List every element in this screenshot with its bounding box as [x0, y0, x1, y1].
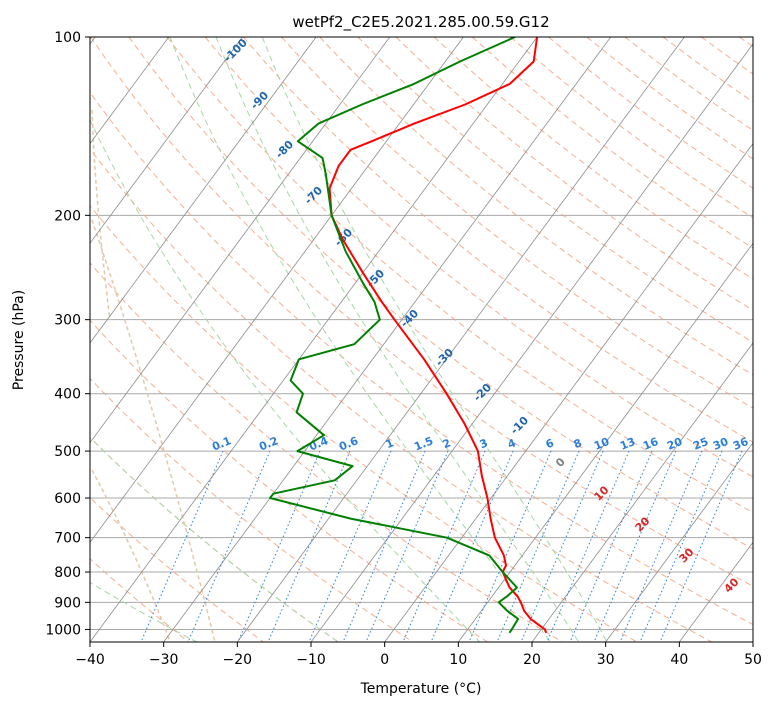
- isotherm-line: [90, 37, 538, 642]
- mixing-ratio-label: 2: [441, 436, 453, 451]
- isotherm-line: [458, 242, 753, 642]
- moist-adiabat-line: [90, 436, 339, 642]
- moist-adiabat-line: [261, 37, 608, 642]
- x-tick-label: −40: [75, 652, 105, 668]
- isotherm-line: [531, 342, 753, 642]
- mixing-ratio-line: [187, 450, 271, 642]
- reference-arcs: [91, 109, 216, 642]
- x-tick-label: −10: [296, 652, 326, 668]
- mixing-ratio-line: [546, 450, 630, 642]
- y-tick-label: 500: [54, 444, 81, 460]
- isotherm-line: [90, 37, 464, 543]
- chart-title: wetPf2_C2E5.2021.285.00.59.G12: [292, 13, 549, 32]
- dry-adiabat-line: [204, 37, 753, 478]
- x-tick-label: −30: [149, 652, 179, 668]
- y-tick-label: 600: [54, 491, 81, 507]
- isotherm-line: [163, 37, 612, 642]
- x-tick-label: 20: [523, 652, 541, 668]
- y-tick-label: 400: [54, 387, 81, 403]
- plot-frame: [89, 36, 754, 643]
- mixing-ratio-line: [659, 450, 743, 642]
- isotherm-line: [90, 37, 317, 344]
- mixing-ratio-line: [520, 450, 604, 642]
- reference-arc: [91, 469, 171, 642]
- isotherm-line: [90, 37, 391, 444]
- mixing-ratio-line: [267, 450, 351, 642]
- dry-adiabat-line: [90, 262, 563, 642]
- y-tick-label: 100: [54, 30, 81, 46]
- dry-adiabat-line: [90, 91, 753, 626]
- dry-adiabat-line: [90, 204, 638, 642]
- x-tick-label: 30: [597, 652, 615, 668]
- dry-adiabat-line: [395, 37, 753, 311]
- mixing-ratio-label: 13: [618, 435, 637, 453]
- reference-arc: [91, 109, 111, 321]
- y-tick-label: 300: [54, 313, 81, 329]
- x-tick-label: 10: [449, 652, 467, 668]
- reference-arc: [91, 219, 216, 642]
- dry-adiabat-line: [90, 496, 264, 642]
- mixing-ratio-label: 3: [478, 436, 490, 451]
- mixing-ratio-line: [140, 450, 224, 642]
- mixing-ratio-line: [569, 450, 653, 642]
- mixing-ratio-line: [496, 450, 580, 642]
- x-tick-label: −20: [223, 652, 253, 668]
- mixing-ratio-label: 30: [711, 435, 730, 453]
- mixing-ratio-label: 25: [691, 435, 710, 453]
- moist-adiabat-line: [215, 37, 580, 642]
- isotherm-line: [605, 441, 753, 642]
- mixing-ratio-label: 20: [665, 435, 684, 453]
- mixing-ratio-line: [237, 450, 321, 642]
- isotherm-line: [90, 37, 243, 244]
- axes: −40 −30 −20 −10 0 10 20 30 40 50 100 200 300 400 500 60…: [45, 30, 762, 668]
- mixing-ratio-label: 1: [384, 436, 396, 451]
- mixing-ratio-line: [342, 450, 426, 642]
- mixing-ratio-line: [593, 450, 677, 642]
- mixing-ratio-label: 8: [572, 436, 584, 451]
- temperature-profile-line: [328, 37, 548, 634]
- y-tick-label: 1000: [45, 622, 81, 638]
- dewpoint-profile-line: [269, 37, 520, 634]
- dry-adiabat-line: [90, 37, 753, 587]
- x-axis-label: Temperature (°C): [360, 681, 482, 697]
- mixing-ratio-line: [365, 450, 449, 642]
- x-tick-label: 50: [744, 652, 762, 668]
- mixing-ratio-line: [639, 450, 723, 642]
- profile-series: [269, 37, 548, 634]
- mixing-ratio-label: 10: [592, 435, 611, 453]
- isotherm-line: [237, 37, 685, 642]
- dry-adiabat-line: [90, 148, 712, 642]
- mixing-ratio-line: [430, 450, 514, 642]
- mixing-ratio-line: [402, 450, 486, 642]
- mixing-ratio-lines: [140, 450, 743, 642]
- mixing-ratio-label: 16: [641, 435, 660, 453]
- isotherm-line: [90, 37, 170, 145]
- y-axis-label: Pressure (hPa): [11, 290, 27, 390]
- x-tick-label: 0: [380, 652, 389, 668]
- moist-adiabat-line: [90, 118, 481, 642]
- y-tick-label: 900: [54, 595, 81, 611]
- dry-adiabat-line: [166, 37, 753, 514]
- dry-adiabat-line: [90, 558, 190, 642]
- isotherm-gridlines: [90, 37, 753, 642]
- y-tick-label: 200: [54, 208, 81, 224]
- isotherm-line: [310, 43, 753, 642]
- y-tick-label: 800: [54, 565, 81, 581]
- mixing-ratio-line: [308, 450, 392, 642]
- mixing-ratio-line: [619, 450, 703, 642]
- isotherm-line: [384, 142, 753, 642]
- mixing-ratio-label: 36: [731, 435, 750, 453]
- x-tick-label: 40: [670, 652, 688, 668]
- y-tick-label: 700: [54, 531, 81, 547]
- mixing-ratio-line: [468, 450, 552, 642]
